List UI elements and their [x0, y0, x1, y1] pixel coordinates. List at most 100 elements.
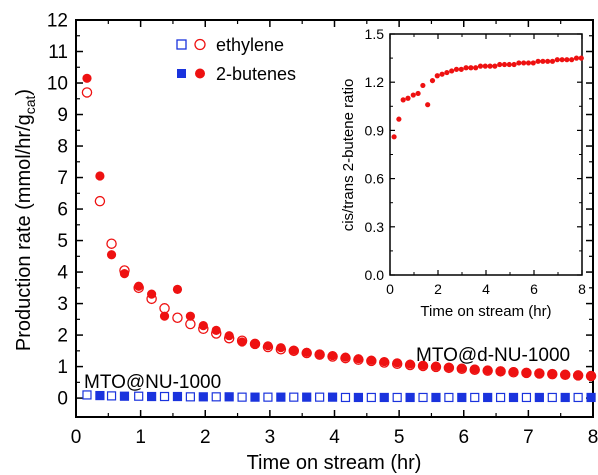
point-open-square	[237, 392, 247, 402]
y-tick-label: 3	[57, 294, 68, 315]
inset-point	[511, 61, 517, 68]
x-tick-label: 2	[200, 427, 211, 448]
point-filled-square	[380, 393, 389, 402]
point-filled-circle	[431, 361, 441, 371]
inset-point	[578, 55, 584, 61]
y-tick-label: 2	[57, 326, 68, 347]
point-open-square	[263, 392, 273, 402]
inset-y-tick-label: 1.5	[365, 26, 385, 42]
point-open-square	[418, 392, 428, 403]
point-filled-circle	[534, 368, 544, 378]
point-filled-circle	[508, 367, 519, 377]
inset-point	[501, 61, 508, 68]
inset-x-tick-label: 6	[530, 281, 538, 297]
point-filled-square	[406, 393, 415, 402]
point-filled-circle	[573, 370, 583, 380]
point-filled-square	[561, 393, 570, 402]
inset-point	[530, 60, 536, 66]
inset-point	[492, 63, 498, 69]
point-filled-square	[147, 392, 156, 401]
x-axis-title: Time on stream (hr)	[247, 452, 422, 474]
point-filled-square	[431, 393, 440, 402]
inset-point	[444, 69, 450, 76]
inset-x-axis-title: Time on stream (hr)	[420, 303, 551, 320]
inset-x-tick-label: 4	[482, 281, 490, 297]
inset-points	[391, 55, 584, 140]
x-tick-label: 1	[135, 427, 146, 448]
point-filled-square	[354, 393, 363, 402]
legend-marker-filled-circle	[195, 68, 205, 79]
point-filled-square	[173, 392, 182, 401]
legend-label-ethylene: ethylene	[216, 35, 284, 55]
inset-point	[453, 66, 460, 72]
point-filled-circle	[185, 311, 195, 321]
point-open-square	[106, 391, 117, 401]
point-open-circle	[159, 303, 170, 314]
point-filled-square	[328, 393, 337, 402]
inset-point	[545, 58, 551, 64]
point-filled-circle	[366, 355, 376, 365]
inset-point	[458, 66, 464, 72]
point-filled-square	[251, 393, 260, 402]
point-filled-circle	[172, 284, 183, 294]
inset-point	[473, 65, 479, 71]
inset-y-axis-title: cis/trans 2-butene ratio	[340, 79, 357, 232]
inset-point	[477, 63, 484, 69]
point-filled-circle	[327, 350, 338, 361]
inset-plot-background	[390, 34, 582, 275]
point-filled-circle	[302, 347, 312, 358]
point-filled-circle	[418, 360, 428, 370]
x-tick-label: 8	[588, 427, 598, 448]
inset-y-tick-label: 0.0	[365, 267, 385, 283]
y-tick-label: 10	[47, 74, 68, 95]
point-filled-square	[457, 393, 466, 402]
y-tick-label: 1	[57, 357, 68, 378]
annotation-nu-1000: MTO@NU-1000	[84, 372, 221, 393]
inset-point	[449, 68, 455, 74]
legend-label-2-butenes: 2-butenes	[216, 64, 296, 84]
inset-point	[482, 63, 488, 69]
inset-point	[569, 57, 575, 63]
point-filled-square	[120, 392, 129, 401]
point-filled-square	[587, 393, 596, 402]
point-open-square	[185, 392, 195, 402]
y-tick-label: 11	[48, 42, 68, 63]
point-filled-circle	[95, 171, 105, 181]
inset-x-tick-label: 0	[386, 281, 394, 297]
y-tick-label: 6	[57, 200, 68, 221]
point-open-circle	[106, 238, 117, 249]
point-open-square	[82, 390, 92, 400]
point-open-square	[495, 392, 506, 403]
inset-point	[540, 58, 546, 64]
point-filled-circle	[224, 331, 234, 341]
point-filled-circle	[560, 369, 570, 380]
point-open-square	[573, 392, 583, 403]
point-filled-circle	[379, 356, 389, 367]
inset-point	[554, 57, 560, 63]
point-filled-circle	[315, 349, 325, 359]
point-filled-square	[276, 393, 285, 402]
inset-point	[439, 71, 445, 77]
inset-y-tick-label: 1.2	[365, 74, 385, 90]
y-tick-label: 9	[57, 105, 68, 126]
inset-point	[420, 82, 426, 89]
inset-point	[535, 58, 541, 64]
y-tick-label: 5	[57, 231, 68, 252]
inset-point	[506, 61, 512, 68]
inset-x-tick-label: 2	[434, 281, 442, 297]
main-points	[81, 73, 597, 403]
inset-y-tick-label: 0.6	[365, 171, 385, 187]
inset-point	[425, 102, 431, 108]
inset-x-tick-label: 8	[578, 281, 586, 297]
annotation-d-nu-1000: MTO@d-NU-1000	[416, 345, 570, 366]
legend-marker-open-square	[176, 39, 187, 50]
inset-point	[463, 65, 469, 71]
point-filled-circle	[147, 289, 157, 299]
point-open-circle	[81, 87, 93, 98]
point-filled-circle	[211, 325, 221, 335]
point-open-circle	[172, 312, 183, 323]
x-tick-label: 0	[71, 427, 82, 448]
point-filled-circle	[353, 354, 364, 364]
legend-marker-open-circle	[194, 38, 206, 51]
